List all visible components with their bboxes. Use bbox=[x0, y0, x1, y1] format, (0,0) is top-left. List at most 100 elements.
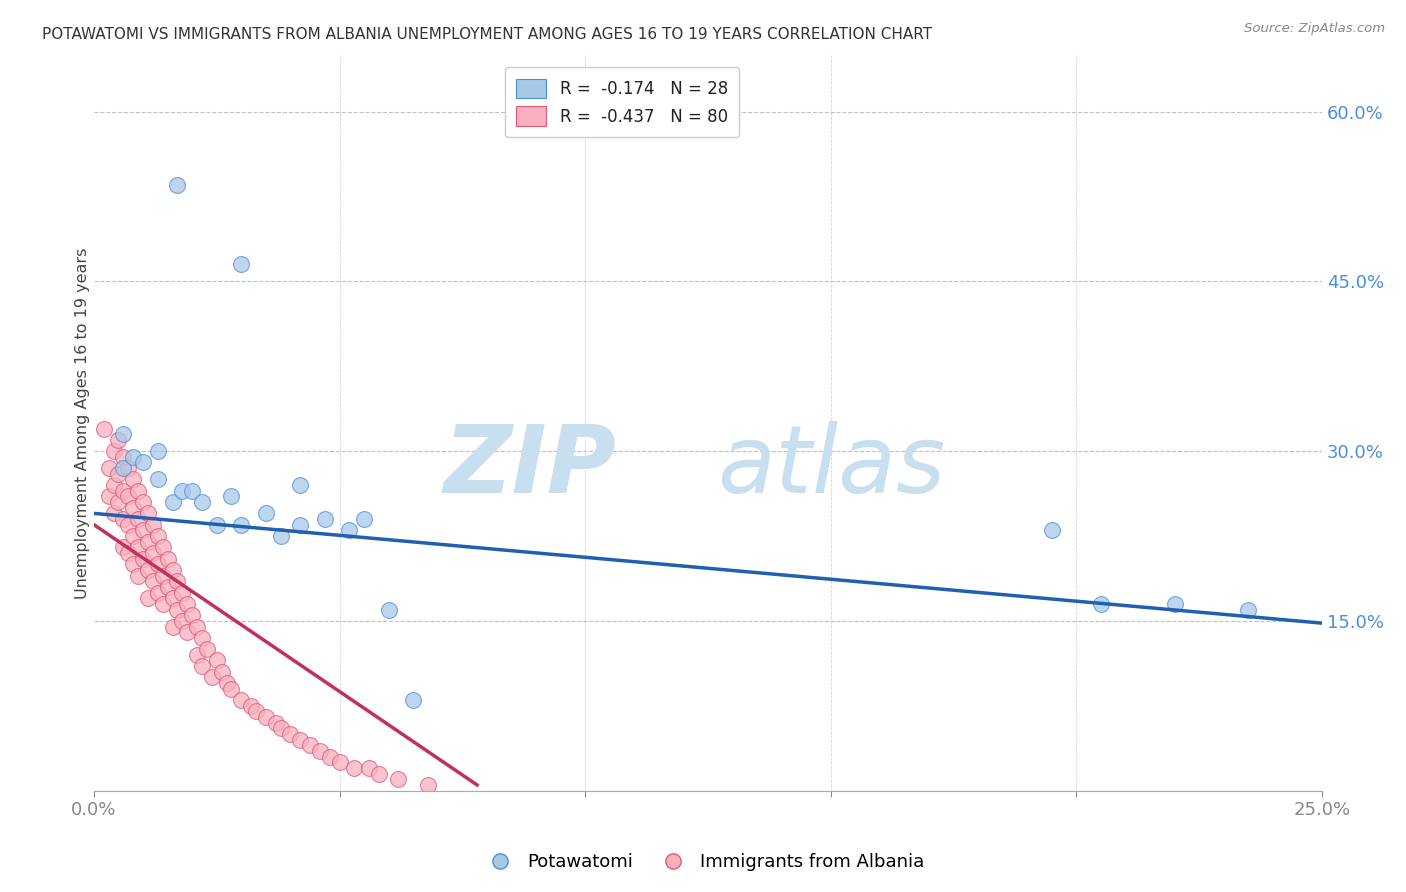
Point bbox=[117, 490, 139, 504]
Legend: R =  -0.174   N = 28, R =  -0.437   N = 80: R = -0.174 N = 28, R = -0.437 N = 80 bbox=[505, 67, 740, 137]
Point bbox=[117, 461, 139, 475]
Point bbox=[112, 427, 135, 442]
Point bbox=[1040, 524, 1063, 538]
Point bbox=[132, 524, 155, 538]
Point bbox=[112, 541, 135, 555]
Point bbox=[290, 478, 312, 492]
Point bbox=[146, 444, 169, 458]
Point bbox=[127, 541, 149, 555]
Point bbox=[201, 670, 224, 684]
Point bbox=[176, 597, 198, 611]
Point bbox=[231, 517, 253, 532]
Point bbox=[103, 478, 125, 492]
Text: Source: ZipAtlas.com: Source: ZipAtlas.com bbox=[1244, 22, 1385, 36]
Point bbox=[231, 257, 253, 271]
Point bbox=[309, 744, 332, 758]
Point bbox=[377, 602, 399, 616]
Point bbox=[136, 591, 159, 606]
Point bbox=[186, 648, 208, 662]
Point bbox=[122, 500, 145, 515]
Point bbox=[162, 563, 184, 577]
Point bbox=[416, 778, 439, 792]
Point bbox=[97, 461, 120, 475]
Point bbox=[1163, 597, 1185, 611]
Point bbox=[156, 580, 179, 594]
Point bbox=[117, 546, 139, 560]
Point bbox=[205, 517, 228, 532]
Point bbox=[112, 483, 135, 498]
Point bbox=[367, 766, 389, 780]
Point bbox=[156, 551, 179, 566]
Point bbox=[142, 546, 165, 560]
Point bbox=[314, 512, 336, 526]
Point bbox=[264, 715, 287, 730]
Point bbox=[240, 698, 263, 713]
Point bbox=[146, 472, 169, 486]
Point bbox=[132, 495, 155, 509]
Point bbox=[172, 614, 194, 628]
Point bbox=[195, 642, 218, 657]
Text: atlas: atlas bbox=[717, 422, 945, 513]
Point bbox=[132, 455, 155, 469]
Point bbox=[357, 761, 380, 775]
Point bbox=[166, 602, 188, 616]
Point bbox=[107, 467, 129, 481]
Point bbox=[270, 722, 292, 736]
Point bbox=[270, 529, 292, 543]
Point bbox=[172, 483, 194, 498]
Point bbox=[127, 568, 149, 582]
Point bbox=[127, 483, 149, 498]
Point bbox=[162, 619, 184, 633]
Point bbox=[136, 534, 159, 549]
Point bbox=[181, 483, 204, 498]
Point bbox=[191, 631, 214, 645]
Text: ZIP: ZIP bbox=[443, 421, 616, 513]
Point bbox=[122, 529, 145, 543]
Point bbox=[402, 693, 425, 707]
Point bbox=[215, 676, 238, 690]
Y-axis label: Unemployment Among Ages 16 to 19 years: Unemployment Among Ages 16 to 19 years bbox=[76, 247, 90, 599]
Point bbox=[122, 558, 145, 572]
Point bbox=[162, 495, 184, 509]
Text: POTAWATOMI VS IMMIGRANTS FROM ALBANIA UNEMPLOYMENT AMONG AGES 16 TO 19 YEARS COR: POTAWATOMI VS IMMIGRANTS FROM ALBANIA UN… bbox=[42, 27, 932, 42]
Point bbox=[299, 739, 322, 753]
Point bbox=[231, 693, 253, 707]
Point bbox=[152, 568, 174, 582]
Point bbox=[353, 512, 375, 526]
Point bbox=[181, 608, 204, 623]
Point bbox=[142, 517, 165, 532]
Point bbox=[152, 597, 174, 611]
Point bbox=[319, 749, 342, 764]
Point bbox=[343, 761, 366, 775]
Point bbox=[1237, 602, 1260, 616]
Point bbox=[290, 732, 312, 747]
Point bbox=[191, 495, 214, 509]
Point bbox=[221, 681, 243, 696]
Point bbox=[186, 619, 208, 633]
Point bbox=[245, 705, 267, 719]
Point bbox=[254, 710, 277, 724]
Point bbox=[1090, 597, 1112, 611]
Point bbox=[112, 450, 135, 464]
Point bbox=[166, 178, 188, 193]
Point bbox=[132, 551, 155, 566]
Point bbox=[172, 585, 194, 599]
Legend: Potawatomi, Immigrants from Albania: Potawatomi, Immigrants from Albania bbox=[475, 847, 931, 879]
Point bbox=[191, 659, 214, 673]
Point bbox=[103, 444, 125, 458]
Point bbox=[146, 585, 169, 599]
Point bbox=[387, 772, 409, 787]
Point bbox=[122, 472, 145, 486]
Point bbox=[136, 507, 159, 521]
Point bbox=[107, 495, 129, 509]
Point bbox=[107, 433, 129, 447]
Point bbox=[146, 558, 169, 572]
Point bbox=[280, 727, 302, 741]
Point bbox=[93, 421, 115, 435]
Point bbox=[162, 591, 184, 606]
Point bbox=[122, 450, 145, 464]
Point bbox=[290, 517, 312, 532]
Point bbox=[337, 524, 360, 538]
Point bbox=[136, 563, 159, 577]
Point bbox=[221, 490, 243, 504]
